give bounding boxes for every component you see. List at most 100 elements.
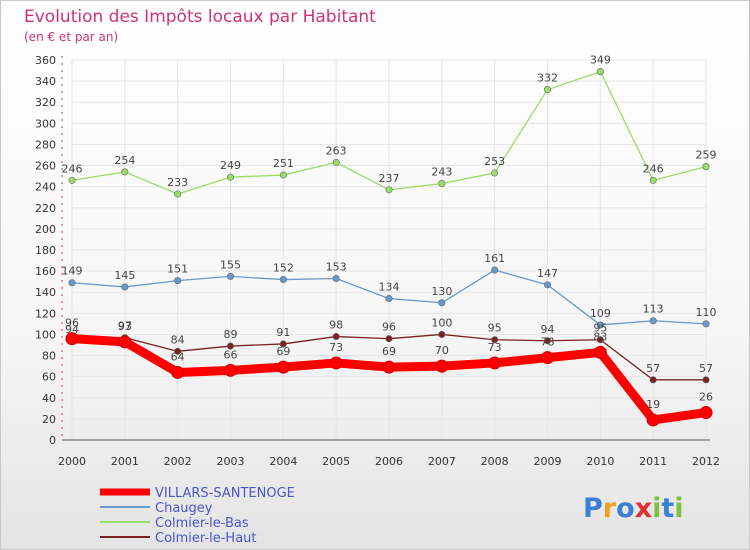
- data-point: [596, 336, 604, 344]
- x-tick-label: 2011: [639, 455, 667, 468]
- data-point: [279, 276, 287, 284]
- data-label: 349: [590, 54, 611, 67]
- legend-label: Colmier-le-Bas: [155, 516, 249, 531]
- data-point: [543, 281, 551, 289]
- data-label: 259: [696, 149, 717, 162]
- data-point: [118, 335, 132, 349]
- y-tick-label: 240: [35, 181, 56, 194]
- data-point: [227, 272, 235, 280]
- data-label: 151: [167, 263, 188, 276]
- brand-letter: i: [652, 493, 661, 524]
- x-tick-label: 2009: [534, 455, 562, 468]
- data-point: [438, 180, 446, 188]
- data-point: [491, 169, 499, 177]
- x-tick-label: 2010: [586, 455, 614, 468]
- data-label: 57: [646, 362, 660, 375]
- data-point: [121, 168, 129, 176]
- data-label: 78: [541, 336, 555, 349]
- data-label: 110: [696, 306, 717, 319]
- data-label: 66: [224, 348, 238, 361]
- series-colmier-le-haut: 94 97 84 89 91 98 96 100 95 94 95 57 57: [65, 316, 713, 384]
- data-label: 97: [118, 320, 132, 333]
- y-tick-label: 360: [35, 54, 56, 67]
- data-label: 96: [382, 321, 396, 334]
- data-label: 69: [382, 345, 396, 358]
- data-label: 246: [62, 162, 83, 175]
- y-tick-label: 220: [35, 202, 56, 215]
- data-point: [702, 320, 710, 328]
- data-label: 147: [537, 267, 558, 280]
- x-tick-label: 2008: [481, 455, 509, 468]
- data-point: [488, 356, 502, 370]
- legend: VILLARS-SANTENOGEChaugeyColmier-le-BasCo…: [100, 486, 295, 546]
- data-label: 155: [220, 258, 241, 271]
- brand-letter: i: [674, 493, 683, 524]
- data-label: 109: [590, 307, 611, 320]
- data-label: 152: [273, 262, 294, 275]
- data-label: 237: [379, 172, 400, 185]
- data-label: 69: [276, 345, 290, 358]
- data-point: [649, 376, 657, 384]
- data-label: 95: [593, 322, 607, 335]
- data-label: 332: [537, 72, 558, 85]
- y-tick-label: 140: [35, 286, 56, 299]
- x-tick-label: 2001: [111, 455, 139, 468]
- data-point: [385, 335, 393, 343]
- axes: 0 20 40 60 80 100 120 140 160 180 200 220 240 260 280 3…: [35, 54, 720, 468]
- data-label: 243: [431, 166, 452, 179]
- y-tick-label: 260: [35, 160, 56, 173]
- x-tick-label: 2012: [692, 455, 720, 468]
- data-point: [541, 351, 554, 365]
- data-point: [279, 171, 287, 179]
- brand-letter: r: [603, 493, 617, 524]
- chart-subtitle: (en € et par an): [24, 30, 118, 44]
- data-label: 73: [488, 341, 502, 354]
- data-point: [332, 274, 340, 282]
- data-label: 94: [65, 323, 79, 336]
- series-chaugey: 149 145 151 155 152 153 134 130 161 147 109 113 110: [62, 252, 717, 329]
- data-label: 70: [435, 344, 449, 357]
- data-label: 233: [167, 176, 188, 189]
- data-point: [174, 347, 182, 355]
- data-label: 26: [699, 391, 713, 404]
- x-tick-label: 2003: [217, 455, 245, 468]
- data-label: 251: [273, 157, 294, 170]
- data-label: 73: [329, 341, 343, 354]
- legend-label: VILLARS-SANTENOGE: [155, 486, 295, 501]
- data-point: [702, 163, 710, 171]
- brand-letter: x: [635, 493, 652, 524]
- data-label: 89: [224, 328, 238, 341]
- x-tick-label: 2002: [164, 455, 192, 468]
- data-label: 19: [646, 398, 660, 411]
- data-point: [382, 360, 396, 374]
- data-label: 253: [484, 155, 505, 168]
- data-point: [596, 321, 604, 329]
- data-label: 96: [65, 317, 79, 330]
- data-label: 95: [488, 322, 502, 335]
- x-tick-label: 2000: [58, 455, 86, 468]
- data-point: [227, 173, 235, 181]
- data-label: 153: [326, 261, 347, 274]
- data-point: [174, 190, 182, 198]
- data-point: [332, 158, 340, 166]
- data-label: 91: [276, 326, 290, 339]
- series-villars-santenoge: 96 93 64 66 69 73 69 70 73 78 83 19 26: [65, 317, 713, 427]
- x-tick-label: 2005: [322, 455, 350, 468]
- data-label: 100: [431, 316, 452, 329]
- data-label: 57: [699, 362, 713, 375]
- y-tick-label: 200: [35, 223, 56, 236]
- data-label: 134: [379, 281, 400, 294]
- chart-title: Evolution des Impôts locaux par Habitant: [24, 7, 376, 27]
- data-label: 161: [484, 252, 505, 265]
- data-label: 246: [643, 162, 664, 175]
- data-label: 113: [643, 303, 664, 316]
- data-point: [699, 406, 713, 420]
- data-point: [174, 277, 182, 285]
- y-tick-label: 180: [35, 244, 56, 257]
- data-label: 145: [114, 269, 135, 282]
- legend-label: Chaugey: [155, 501, 213, 516]
- data-point: [276, 360, 290, 374]
- data-label: 249: [220, 159, 241, 172]
- data-label: 83: [593, 330, 607, 343]
- data-point: [649, 176, 657, 184]
